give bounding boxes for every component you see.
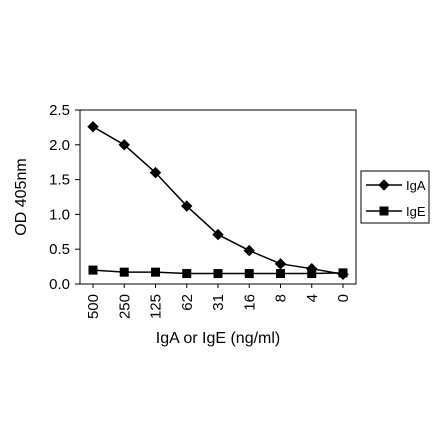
x-tick-label: 0 (335, 294, 352, 302)
data-point-iga (181, 200, 193, 212)
legend-marker-iga (378, 179, 390, 191)
x-tick-label: 4 (304, 294, 321, 302)
x-tick-label: 62 (179, 294, 196, 311)
data-point-ige (151, 267, 160, 277)
data-point-ige (276, 269, 285, 279)
data-point-iga (87, 120, 99, 133)
data-point-ige (307, 269, 317, 279)
y-tick-label: 2.5 (49, 102, 70, 119)
data-point-ige (244, 269, 254, 279)
x-tick-label: 16 (241, 294, 258, 311)
data-point-ige (119, 267, 129, 277)
series-line-iga (92, 126, 344, 275)
y-tick-label: 2.0 (49, 137, 70, 154)
x-axis: 500 250 125 62 31 16 8 4 0 (85, 284, 352, 319)
x-tick-label: 250 (116, 294, 133, 319)
y-tick-label: 1.0 (49, 206, 70, 223)
y-axis: 0.0 0.5 1.0 1.5 2.0 2.5 (49, 102, 80, 293)
y-axis-label: OD 405nm (13, 158, 30, 235)
data-point-iga (243, 244, 255, 257)
data-point-ige (182, 269, 192, 279)
x-tick-label: 125 (148, 294, 165, 319)
data-point-iga (149, 166, 162, 179)
y-tick-label: 0.0 (49, 276, 70, 293)
x-axis-label: IgA or IgE (ng/ml) (156, 330, 281, 347)
legend: IgA IgE (360, 170, 430, 224)
series-layer (87, 120, 349, 280)
data-point-iga (118, 139, 130, 151)
y-tick-label: 1.5 (49, 172, 70, 189)
legend-label-iga: IgA (406, 178, 426, 193)
data-point-ige (213, 269, 223, 279)
legend-label-ige: IgE (406, 204, 426, 219)
legend-box (360, 170, 430, 224)
data-point-iga (274, 258, 287, 270)
x-tick-label: 8 (273, 294, 290, 302)
x-tick-label: 31 (210, 294, 227, 311)
series-ige (88, 265, 348, 279)
plot-frame (79, 109, 357, 285)
data-point-ige (338, 268, 348, 278)
x-tick-label: 500 (85, 294, 102, 319)
legend-marker-ige (379, 206, 389, 216)
y-tick-label: 0.5 (49, 241, 70, 258)
data-point-iga (212, 228, 224, 241)
series-iga (87, 120, 349, 280)
data-point-ige (88, 265, 98, 275)
